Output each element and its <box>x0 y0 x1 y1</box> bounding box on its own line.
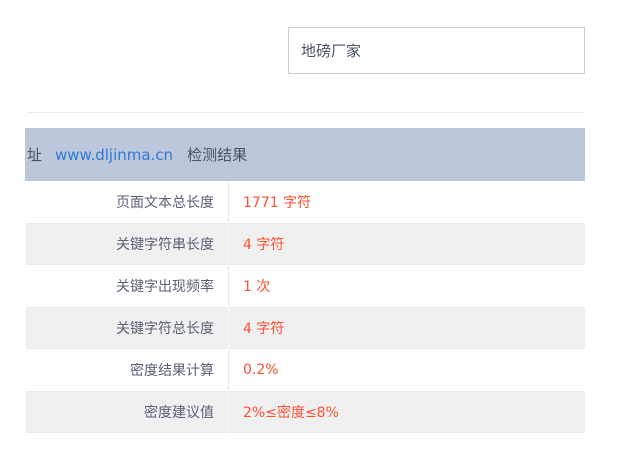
table-row: 关键字符串长度 4 字符 <box>26 223 585 265</box>
row-value: 4 字符 <box>243 321 285 337</box>
url-label-fragment: 址 <box>27 146 43 164</box>
row-label: 页面文本总长度 <box>26 181 229 223</box>
row-label: 密度建议值 <box>26 391 229 433</box>
row-label: 密度结果计算 <box>26 349 229 391</box>
row-value: 1 次 <box>243 279 271 295</box>
row-value: 1771 字符 <box>243 195 312 211</box>
result-header-bar: 址 www.dljinma.cn 检测结果 <box>25 128 585 181</box>
row-label: 关键字符总长度 <box>26 307 229 349</box>
table-row: 密度结果计算 0.2% <box>26 349 585 391</box>
result-title: 检测结果 <box>187 146 248 164</box>
table-row: 关键字出现频率 1 次 <box>26 265 585 307</box>
table-row: 密度建议值 2%≤密度≤8% <box>26 391 585 433</box>
table-row: 页面文本总长度 1771 字符 <box>26 181 585 223</box>
row-value: 2%≤密度≤8% <box>243 405 339 421</box>
table-row: 关键字符总长度 4 字符 <box>26 307 585 349</box>
row-label: 关键字符串长度 <box>26 223 229 265</box>
row-value: 0.2% <box>243 362 279 378</box>
row-label: 关键字出现频率 <box>26 265 229 307</box>
section-divider <box>26 112 585 113</box>
result-table: 页面文本总长度 1771 字符 关键字符串长度 4 字符 关键字出现频率 1 次关键字符总… <box>26 181 585 433</box>
checked-url-link[interactable]: www.dljinma.cn <box>55 145 174 164</box>
keyword-input[interactable] <box>288 27 585 74</box>
row-value: 4 字符 <box>243 237 285 253</box>
